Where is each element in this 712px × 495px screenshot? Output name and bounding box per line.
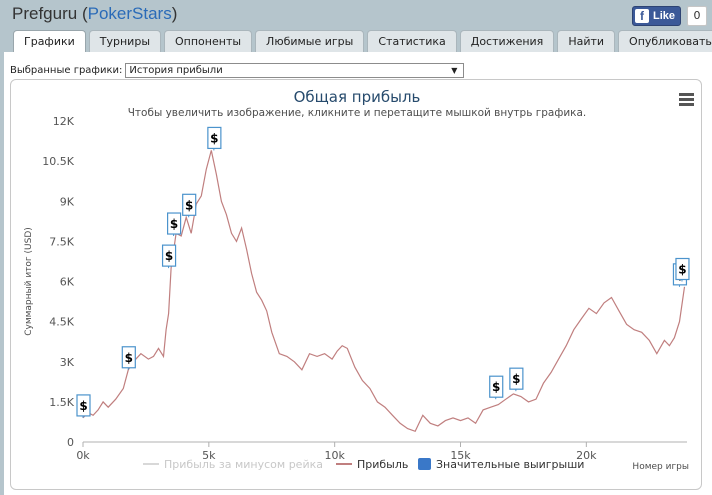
x-tick-label: 15k xyxy=(450,449,471,462)
tab-2[interactable]: Турниры xyxy=(88,30,162,52)
x-tick-label: 20k xyxy=(576,449,597,462)
y-tick-label: 12K xyxy=(53,115,75,128)
chart-subtitle: Чтобы увеличить изображение, кликните и … xyxy=(128,107,587,119)
app-title: Prefguru (PokerStars) xyxy=(12,4,177,24)
hamburger-icon-bar-1[interactable] xyxy=(679,93,694,96)
x-tick-label: 10k xyxy=(324,449,345,462)
chart-selector-row: Выбранные графики: История прибыли ▼ xyxy=(10,62,465,78)
big-win-marker[interactable] xyxy=(675,257,690,281)
big-win-marker[interactable] xyxy=(76,394,91,417)
big-win-marker-label: $ xyxy=(185,198,193,212)
like-label: Like xyxy=(653,10,676,22)
big-win-marker[interactable] xyxy=(182,193,197,216)
big-win-marker-label: $ xyxy=(678,263,686,277)
profit-series-line xyxy=(82,150,686,433)
top-bar: Prefguru (PokerStars) f Like 0 xyxy=(0,0,712,30)
tab-8[interactable]: Опубликовать xyxy=(618,30,712,52)
selected-chart-value: История прибыли xyxy=(129,64,223,76)
x-axis-label: Номер игры xyxy=(632,462,689,472)
main-panel: Выбранные графики: История прибыли ▼ Общ… xyxy=(4,52,712,495)
legend-rake-label: Прибыль за минусом рейка xyxy=(164,458,323,471)
tab-4[interactable]: Любимые игры xyxy=(255,30,365,52)
facebook-like-button[interactable]: f Like xyxy=(632,6,682,26)
y-tick-label: 9K xyxy=(60,195,75,208)
big-win-marker-label: $ xyxy=(492,380,500,394)
y-tick-label: 4.5K xyxy=(49,316,74,329)
big-win-marker[interactable] xyxy=(167,212,182,235)
tab-5[interactable]: Статистика xyxy=(367,30,457,52)
big-win-marker-label: $ xyxy=(125,351,133,365)
big-win-marker[interactable] xyxy=(509,367,524,390)
big-win-marker[interactable] xyxy=(161,244,177,267)
big-win-marker[interactable] xyxy=(121,346,136,369)
legend-big-wins-swatch[interactable] xyxy=(418,458,431,470)
site-link[interactable]: PokerStars xyxy=(87,4,172,23)
legend-big-wins-label: Значительные выигрыши xyxy=(436,458,584,471)
chart-title: Общая прибыль xyxy=(294,88,421,106)
y-tick-label: 1.5K xyxy=(49,396,74,409)
big-win-marker-label: $ xyxy=(170,217,178,231)
app-name: Prefguru xyxy=(12,4,78,23)
big-win-marker-label: $ xyxy=(79,399,87,413)
selector-label: Выбранные графики: xyxy=(10,64,123,76)
tab-3[interactable]: Оппоненты xyxy=(164,30,253,52)
x-tick-label: 0k xyxy=(76,449,90,462)
y-tick-label: 10.5K xyxy=(42,155,74,168)
big-win-marker-label: $ xyxy=(210,131,218,145)
big-win-marker-label: $ xyxy=(165,249,173,263)
tab-1[interactable]: Графики xyxy=(13,30,86,53)
y-tick-label: 3K xyxy=(60,356,75,369)
tab-6[interactable]: Достижения xyxy=(459,30,555,52)
tab-7[interactable]: Найти xyxy=(557,30,616,52)
hamburger-icon-bar-3[interactable] xyxy=(679,103,694,106)
paren-open: ( xyxy=(81,4,88,23)
paren-close: ) xyxy=(171,4,178,23)
x-tick-label: 5k xyxy=(202,449,216,462)
like-count: 0 xyxy=(687,6,708,26)
facebook-like-widget: f Like 0 xyxy=(632,6,708,26)
chart-container[interactable]: Общая прибыль Чтобы увеличить изображение… xyxy=(10,79,702,490)
hamburger-icon-bar-2[interactable] xyxy=(679,98,694,101)
y-tick-label: 7.5K xyxy=(49,235,74,248)
chart-select-dropdown[interactable]: История прибыли ▼ xyxy=(125,62,465,78)
big-win-marker-label: $ xyxy=(512,372,520,386)
big-win-marker[interactable] xyxy=(207,126,222,150)
y-tick-label: 6K xyxy=(60,276,75,289)
y-tick-label: 0 xyxy=(67,436,74,449)
y-axis-label: Суммарный итог (USD) xyxy=(24,227,34,336)
dropdown-arrow-icon: ▼ xyxy=(451,65,458,75)
big-win-marker[interactable] xyxy=(489,375,504,398)
tab-bar: Графики Турниры Оппоненты Любимые игры Стати… xyxy=(13,30,712,53)
facebook-icon: f xyxy=(635,9,649,23)
legend-profit-label: Прибыль xyxy=(357,458,408,471)
